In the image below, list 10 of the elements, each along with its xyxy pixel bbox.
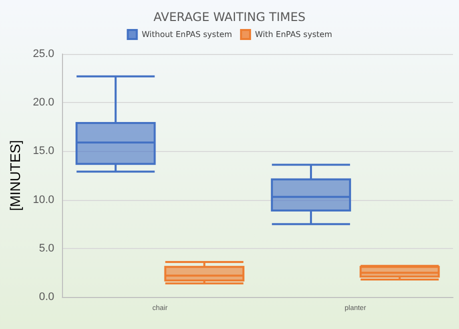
y-axis-title: [MINUTES]: [7, 140, 23, 211]
y-tick-label: 25.0: [32, 48, 54, 60]
chart-title: AVERAGE WAITING TIMES: [153, 10, 306, 24]
legend-label: Without EnPAS system: [142, 30, 232, 39]
y-tick-label: 0.0: [39, 291, 54, 303]
y-tick-label: 5.0: [39, 242, 54, 254]
y-tick-label: 20.0: [32, 96, 54, 109]
y-tick-label: 10.0: [32, 194, 54, 206]
legend-label: With EnPAS system: [255, 30, 332, 39]
y-tick-label: 15.0: [32, 145, 54, 158]
